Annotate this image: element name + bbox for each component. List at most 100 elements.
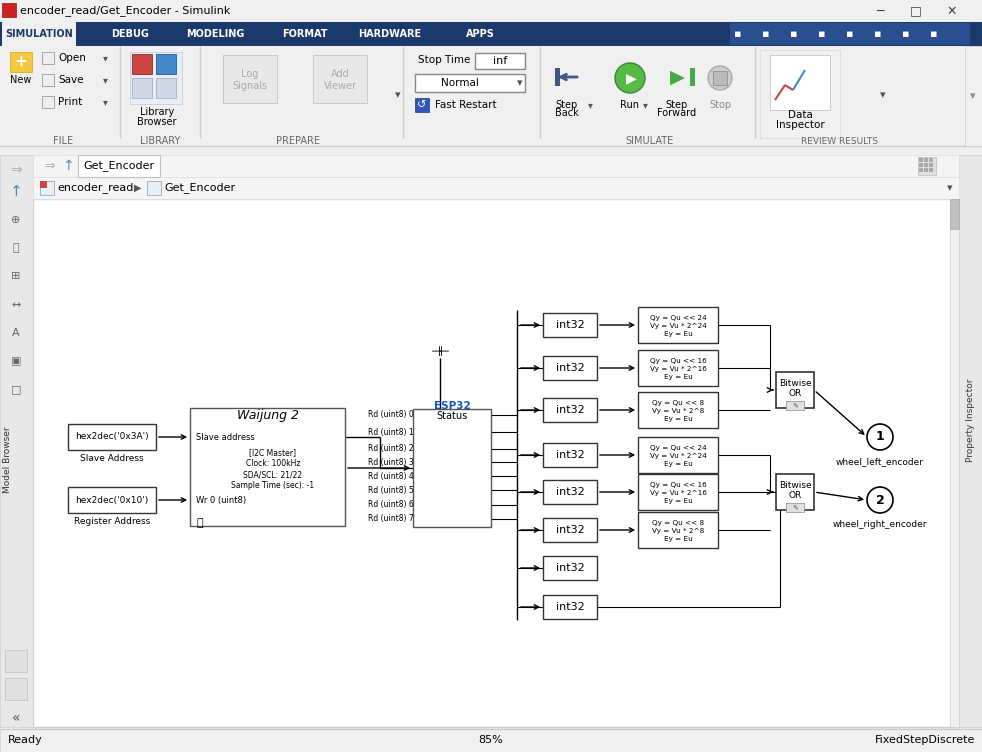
Text: APPS: APPS <box>465 29 495 39</box>
Text: Qy = Qu << 16: Qy = Qu << 16 <box>650 482 706 488</box>
Text: Vy = Vu * 2^16: Vy = Vu * 2^16 <box>649 366 706 372</box>
Text: Print: Print <box>58 97 82 107</box>
Text: ESP32: ESP32 <box>434 401 470 411</box>
Text: ⊞: ⊞ <box>12 271 21 281</box>
Bar <box>776 372 814 408</box>
Bar <box>33 155 959 177</box>
Text: int32: int32 <box>556 487 584 497</box>
Text: 85%: 85% <box>478 735 504 745</box>
Bar <box>543 595 597 619</box>
Text: Model Browser: Model Browser <box>4 426 13 493</box>
Text: SIMULATION: SIMULATION <box>5 29 73 39</box>
Text: ▾: ▾ <box>970 91 976 101</box>
Text: Vy = Vu * 2^8: Vy = Vu * 2^8 <box>652 528 704 534</box>
Text: ▣: ▣ <box>11 356 22 366</box>
Text: ▾: ▾ <box>642 100 647 110</box>
Text: inf: inf <box>493 56 507 66</box>
Bar <box>924 168 928 172</box>
Bar <box>690 68 695 86</box>
Text: Data: Data <box>788 110 812 120</box>
Bar <box>415 74 525 92</box>
Bar <box>543 356 597 380</box>
Text: OR: OR <box>789 492 801 501</box>
Text: REVIEW RESULTS: REVIEW RESULTS <box>801 137 879 145</box>
Bar <box>0 22 982 46</box>
Circle shape <box>708 66 732 90</box>
Text: ⇒: ⇒ <box>10 163 22 177</box>
Text: ▾: ▾ <box>518 78 522 88</box>
Text: hex2dec('0x10'): hex2dec('0x10') <box>76 496 148 505</box>
Text: SIMULATE: SIMULATE <box>626 136 674 146</box>
Text: Ey = Eu: Ey = Eu <box>664 331 692 337</box>
Text: SDA/SCL: 21/22: SDA/SCL: 21/22 <box>244 471 302 480</box>
Bar <box>0 0 982 22</box>
Text: 🔍: 🔍 <box>13 243 20 253</box>
Text: Qy = Qu << 24: Qy = Qu << 24 <box>650 315 706 321</box>
Text: Library: Library <box>139 107 174 117</box>
Bar <box>130 52 182 104</box>
Text: ▶: ▶ <box>670 68 684 86</box>
Bar <box>122 50 192 135</box>
Text: Run: Run <box>621 100 639 110</box>
Text: Wr 0 (uint8): Wr 0 (uint8) <box>196 496 246 505</box>
Text: 1: 1 <box>876 430 885 444</box>
Circle shape <box>867 424 893 450</box>
Text: FILE: FILE <box>53 136 73 146</box>
Text: [I2C Master]: [I2C Master] <box>249 448 297 457</box>
Bar <box>2 22 76 46</box>
Text: Ey = Eu: Ey = Eu <box>664 536 692 542</box>
Text: ✎: ✎ <box>792 504 798 510</box>
Text: ⇒: ⇒ <box>45 159 55 172</box>
Bar <box>950 199 959 727</box>
Bar <box>919 163 923 167</box>
Bar <box>156 78 176 98</box>
Text: Ey = Eu: Ey = Eu <box>664 374 692 380</box>
Circle shape <box>867 487 893 513</box>
Text: Sample Time (sec): -1: Sample Time (sec): -1 <box>232 481 314 490</box>
Text: encoder_read/Get_Encoder - Simulink: encoder_read/Get_Encoder - Simulink <box>20 5 231 17</box>
Text: MODELING: MODELING <box>186 29 245 39</box>
Bar <box>924 158 928 162</box>
Bar <box>555 68 560 86</box>
Text: ▾: ▾ <box>880 90 886 100</box>
Text: ▾: ▾ <box>395 90 401 100</box>
Text: Property Inspector: Property Inspector <box>966 378 975 462</box>
Text: Status: Status <box>436 411 467 421</box>
Bar <box>2 3 16 17</box>
Bar <box>42 74 54 86</box>
Bar <box>638 512 718 548</box>
Text: Vy = Vu * 2^24: Vy = Vu * 2^24 <box>649 453 706 459</box>
Text: OR: OR <box>789 390 801 399</box>
Bar <box>959 155 982 727</box>
Text: Qy = Qu << 24: Qy = Qu << 24 <box>650 445 706 451</box>
Bar <box>929 168 933 172</box>
Text: Rd (uint8) 2: Rd (uint8) 2 <box>368 444 414 453</box>
Text: ▪: ▪ <box>902 29 909 39</box>
Text: Add
Viewer: Add Viewer <box>323 69 356 91</box>
Bar <box>42 52 54 64</box>
Text: int32: int32 <box>556 602 584 612</box>
Bar <box>33 177 959 199</box>
Text: ↑: ↑ <box>62 159 74 173</box>
Bar <box>929 158 933 162</box>
Text: ▾: ▾ <box>102 75 107 85</box>
Bar <box>730 23 970 45</box>
Text: int32: int32 <box>556 363 584 373</box>
Bar <box>0 155 33 727</box>
Text: HARDWARE: HARDWARE <box>358 29 421 39</box>
Text: ▪: ▪ <box>846 29 853 39</box>
Text: FORMAT: FORMAT <box>282 29 328 39</box>
Text: 2: 2 <box>876 493 885 507</box>
Text: Stop Time: Stop Time <box>418 55 470 65</box>
Bar <box>313 55 367 103</box>
Bar <box>305 52 375 122</box>
Bar <box>638 437 718 473</box>
Bar <box>5 678 27 700</box>
Text: Rd (uint8) 6: Rd (uint8) 6 <box>368 501 414 510</box>
Text: □: □ <box>910 5 922 17</box>
Text: int32: int32 <box>556 320 584 330</box>
Bar <box>760 50 840 138</box>
Bar <box>776 474 814 510</box>
Text: Stop: Stop <box>709 100 731 110</box>
Bar <box>713 71 727 85</box>
